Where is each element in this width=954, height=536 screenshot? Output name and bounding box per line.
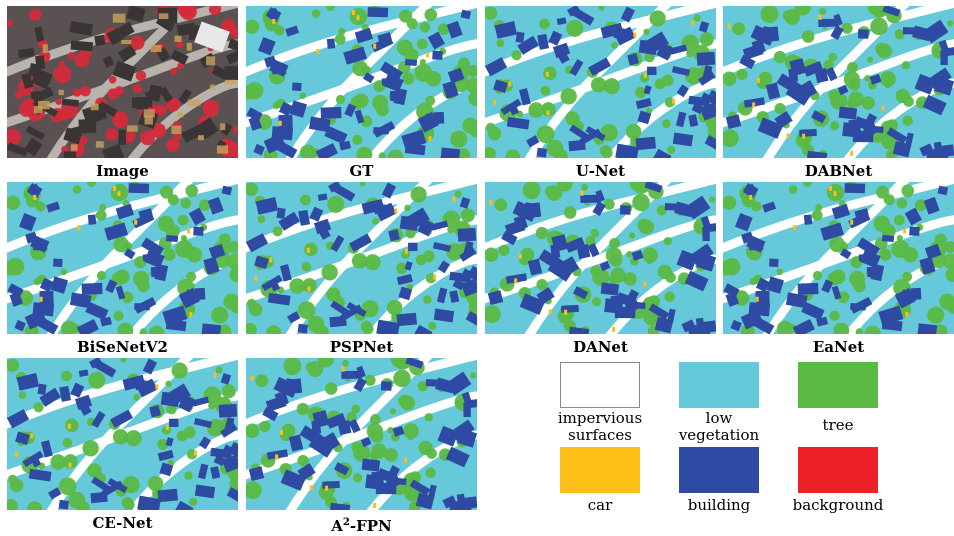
panel-image — [7, 6, 238, 158]
legend-swatch-tree — [798, 362, 878, 408]
legend-label-building: building — [659, 497, 779, 514]
legend-label-background: background — [778, 497, 898, 514]
panel-danet — [485, 182, 716, 334]
caption-dabnet: DABNet — [804, 162, 873, 180]
legend-label-line: vegetation — [678, 426, 760, 444]
legend-swatch-background — [798, 447, 878, 493]
panel-pspnet — [246, 182, 477, 334]
caption-a2fpn-rest: -FPN — [349, 517, 392, 535]
panel-gt — [246, 6, 477, 158]
legend-label-low-vegetation: low vegetation — [659, 410, 779, 444]
caption-gt: GT — [349, 162, 374, 180]
legend-label-tree: tree — [778, 417, 898, 434]
legend-label-line: impervious — [557, 409, 643, 427]
segmentation-map — [485, 6, 716, 158]
segmentation-map — [723, 182, 954, 334]
panel-unet — [485, 6, 716, 158]
panel-cenet — [7, 358, 238, 510]
caption-bisenetv2: BiSeNetV2 — [76, 338, 168, 356]
caption-danet: DANet — [573, 338, 628, 356]
legend-swatch-building — [679, 447, 759, 493]
aerial-image — [7, 6, 238, 158]
segmentation-map — [246, 6, 477, 158]
panel-dabnet — [723, 6, 954, 158]
panel-bisenetv2 — [7, 182, 238, 334]
caption-image: Image — [96, 162, 149, 180]
caption-a2fpn-main: A — [331, 517, 343, 535]
legend-swatch-car — [560, 447, 640, 493]
caption-unet: U-Net — [575, 162, 626, 180]
panel-a2fpn — [246, 358, 477, 510]
panel-eanet — [723, 182, 954, 334]
legend-label-line: tree — [822, 416, 854, 434]
legend-label-car: car — [540, 497, 660, 514]
caption-pspnet: PSPNet — [329, 338, 394, 356]
legend-swatch-low-vegetation — [679, 362, 759, 408]
legend-label-line: building — [687, 496, 751, 514]
segmentation-map — [723, 6, 954, 158]
segmentation-map — [246, 358, 477, 510]
caption-cenet: CE-Net — [92, 514, 153, 532]
segmentation-map — [246, 182, 477, 334]
legend-label-line: car — [587, 496, 613, 514]
legend-label-impervious: impervious surfaces — [540, 410, 660, 444]
caption-a2fpn: A2-FPN — [246, 514, 477, 535]
segmentation-map — [485, 182, 716, 334]
caption-a2fpn-sup: 2 — [342, 517, 350, 528]
legend-label-line: low — [705, 409, 733, 427]
caption-eanet: EaNet — [812, 338, 865, 356]
legend-swatch-impervious — [560, 362, 640, 408]
segmentation-map — [7, 358, 238, 510]
legend-label-line: background — [792, 496, 884, 514]
segmentation-map — [7, 182, 238, 334]
legend-label-line: surfaces — [568, 426, 632, 444]
